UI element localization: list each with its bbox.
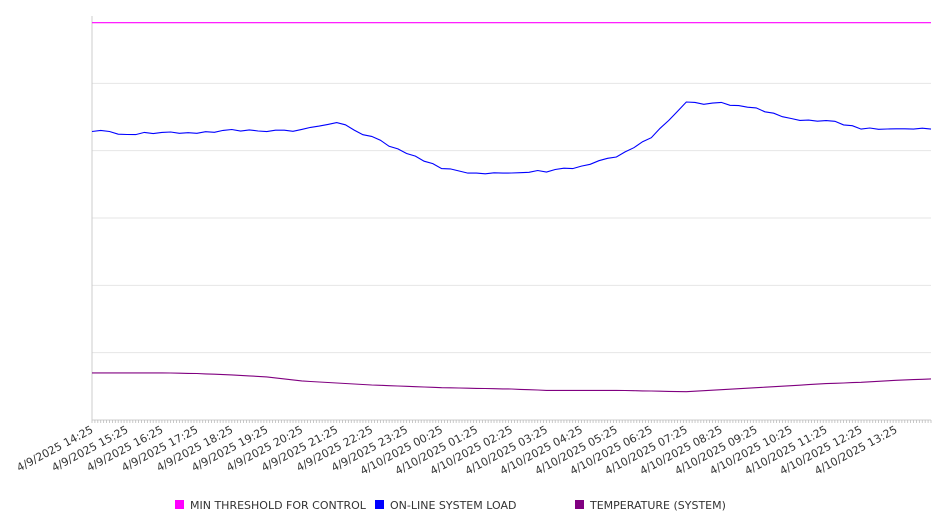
legend-label: ON-LINE SYSTEM LOAD xyxy=(390,499,516,512)
grid-lines xyxy=(92,82,931,354)
x-axis-minor-ticks xyxy=(91,420,932,423)
series-line-on-line-system-load xyxy=(91,101,932,175)
legend-label: TEMPERATURE (SYSTEM) xyxy=(589,499,726,512)
legend-item: TEMPERATURE (SYSTEM) xyxy=(575,499,726,512)
x-axis-tick-labels: 4/9/2025 14:254/9/2025 15:254/9/2025 16:… xyxy=(15,423,900,477)
legend: MIN THRESHOLD FOR CONTROL ON-LINE SYSTEM … xyxy=(175,499,726,512)
legend-item: MIN THRESHOLD FOR CONTROL xyxy=(175,499,367,512)
legend-item: ON-LINE SYSTEM LOAD xyxy=(375,499,516,512)
series-line-temperature-system xyxy=(92,372,932,393)
legend-swatch xyxy=(575,500,584,509)
legend-label: MIN THRESHOLD FOR CONTROL xyxy=(190,499,367,512)
legend-swatch xyxy=(375,500,384,509)
legend-swatch xyxy=(175,500,184,509)
